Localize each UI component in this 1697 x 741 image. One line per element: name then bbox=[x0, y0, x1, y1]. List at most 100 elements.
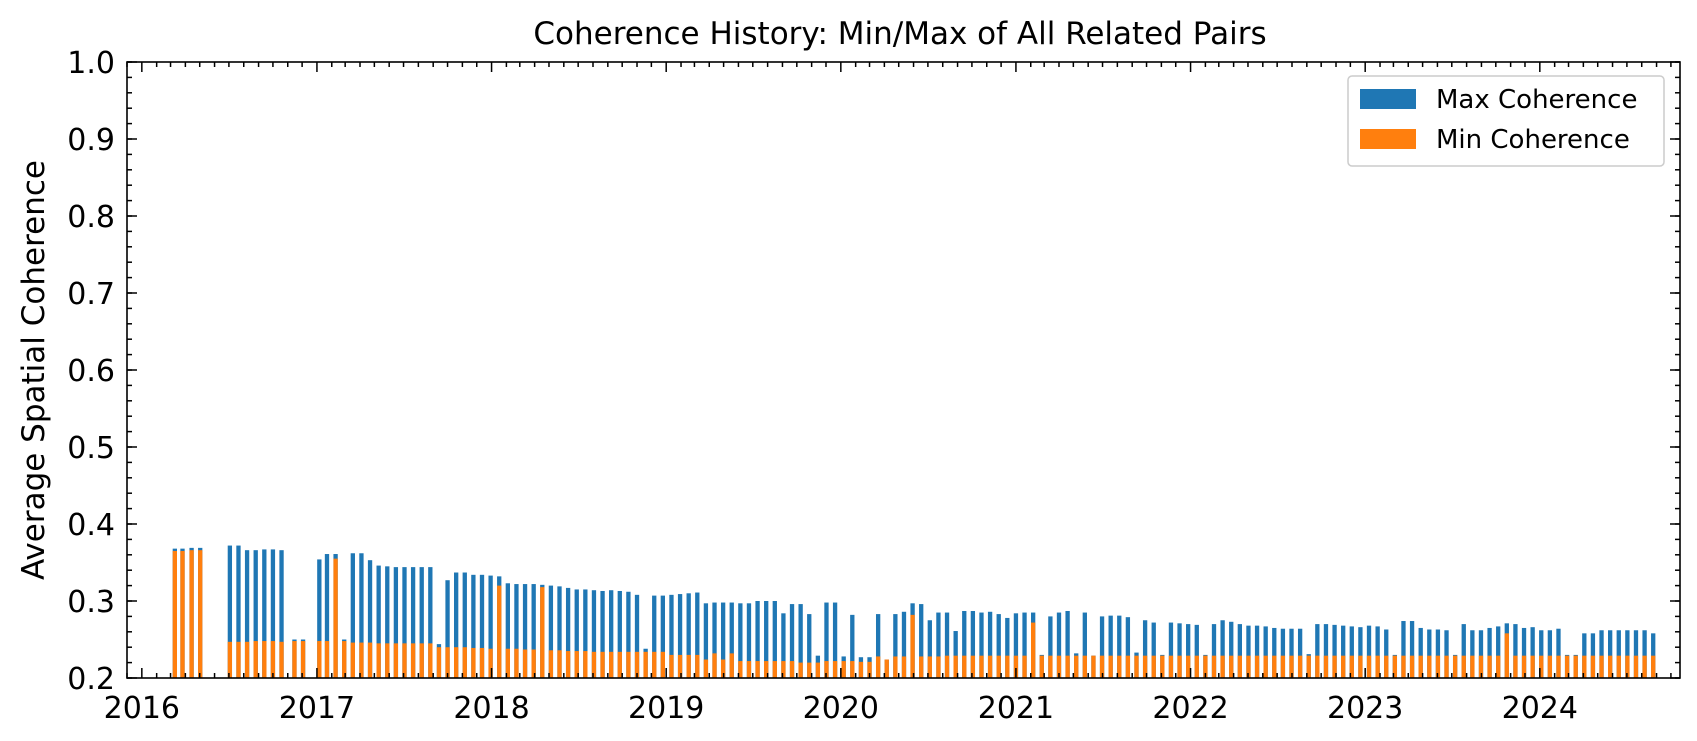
bar-min bbox=[1530, 655, 1535, 678]
bar-min bbox=[660, 651, 665, 678]
bar-max bbox=[1608, 630, 1613, 678]
bar-min bbox=[1194, 655, 1199, 678]
legend-swatch-max bbox=[1360, 89, 1416, 109]
bar-max bbox=[875, 614, 881, 678]
bar-min bbox=[1452, 655, 1458, 678]
bar-max bbox=[359, 553, 364, 678]
bar-max bbox=[824, 602, 829, 678]
bar-min bbox=[1074, 655, 1079, 678]
bar-min bbox=[462, 647, 467, 678]
bar-min bbox=[236, 641, 241, 678]
bar-min bbox=[1108, 655, 1113, 678]
bar-min bbox=[1065, 655, 1070, 678]
bar-min bbox=[342, 641, 347, 678]
bar-max bbox=[970, 611, 976, 678]
bar-min bbox=[350, 642, 355, 678]
bar-max bbox=[789, 604, 795, 678]
bar-max bbox=[660, 595, 665, 678]
bar-max bbox=[1358, 627, 1363, 678]
bar-min bbox=[270, 641, 276, 678]
bar-max bbox=[514, 584, 519, 678]
bar-min bbox=[1461, 655, 1466, 678]
bar-min bbox=[609, 651, 614, 678]
bar-max bbox=[583, 589, 588, 678]
bar-min bbox=[1168, 655, 1174, 678]
bar-min bbox=[479, 647, 485, 678]
bar-min bbox=[1418, 655, 1423, 678]
bar-min bbox=[867, 661, 872, 678]
bar-min bbox=[574, 651, 579, 678]
bar-min bbox=[815, 662, 821, 678]
bar-min bbox=[557, 650, 562, 678]
bar-min bbox=[1091, 655, 1096, 678]
x-tick-label: 2019 bbox=[628, 691, 704, 726]
bar-min bbox=[1504, 633, 1509, 678]
bar-min bbox=[1547, 655, 1553, 678]
bar-min bbox=[1306, 655, 1311, 678]
bar-max bbox=[1117, 615, 1122, 678]
bar-min bbox=[359, 642, 364, 678]
bar-min bbox=[893, 656, 898, 678]
bar-min bbox=[1254, 655, 1260, 678]
x-tick-label: 2022 bbox=[1152, 691, 1228, 726]
bar-min bbox=[1573, 655, 1578, 678]
bar-max bbox=[1013, 613, 1019, 678]
bar-max bbox=[781, 613, 786, 678]
bar-min bbox=[1160, 655, 1165, 678]
bar-min bbox=[1564, 655, 1570, 678]
bar-max bbox=[626, 591, 631, 678]
bar-max bbox=[617, 590, 622, 678]
bar-min bbox=[858, 661, 864, 678]
y-tick-label: 1.0 bbox=[67, 46, 115, 81]
bar-max bbox=[1625, 630, 1630, 678]
bar-max bbox=[262, 549, 267, 678]
bar-min bbox=[850, 661, 855, 678]
bar-min bbox=[720, 659, 726, 678]
bar-min bbox=[548, 650, 554, 678]
bar-max bbox=[832, 602, 838, 678]
bar-max bbox=[1444, 630, 1449, 678]
bar-max bbox=[927, 620, 932, 678]
bar-min bbox=[1590, 655, 1596, 678]
bar-min bbox=[1642, 655, 1647, 678]
bar-max bbox=[428, 567, 433, 678]
bar-min bbox=[436, 647, 442, 678]
bar-min bbox=[669, 654, 674, 678]
bar-min bbox=[428, 643, 433, 678]
bar-max bbox=[1323, 624, 1329, 678]
bar-max bbox=[944, 612, 950, 678]
bar-min bbox=[1125, 655, 1131, 678]
bar-max bbox=[1435, 629, 1441, 678]
bar-max bbox=[1496, 626, 1501, 678]
bar-max bbox=[402, 567, 407, 678]
bar-min bbox=[686, 654, 691, 678]
x-tick-label: 2024 bbox=[1502, 691, 1578, 726]
bar-min bbox=[712, 653, 717, 678]
bar-max bbox=[410, 567, 416, 678]
bar-max bbox=[1478, 630, 1484, 678]
bar-max bbox=[669, 594, 674, 678]
bar-min bbox=[1315, 655, 1320, 678]
bar-min bbox=[1521, 655, 1527, 678]
bar-max bbox=[270, 549, 276, 678]
bar-max bbox=[1125, 617, 1131, 678]
bar-max bbox=[1521, 627, 1527, 678]
bar-min bbox=[781, 661, 786, 678]
bar-min bbox=[1048, 655, 1053, 678]
bar-min bbox=[1599, 655, 1604, 678]
bar-min bbox=[910, 614, 915, 678]
y-axis-label: Average Spatial Coherence bbox=[16, 160, 52, 580]
bar-min bbox=[1349, 655, 1354, 678]
bar-min bbox=[522, 649, 528, 678]
bar-max bbox=[454, 572, 459, 678]
bar-max bbox=[557, 586, 562, 678]
bar-max bbox=[1280, 628, 1286, 678]
bar-min bbox=[1022, 655, 1027, 678]
bar-min bbox=[1237, 655, 1242, 678]
bar-min bbox=[970, 655, 976, 678]
bar-min bbox=[1246, 655, 1251, 678]
bar-max bbox=[729, 602, 734, 678]
bar-min bbox=[643, 651, 648, 678]
bar-max bbox=[738, 603, 743, 678]
bar-min bbox=[634, 651, 640, 678]
